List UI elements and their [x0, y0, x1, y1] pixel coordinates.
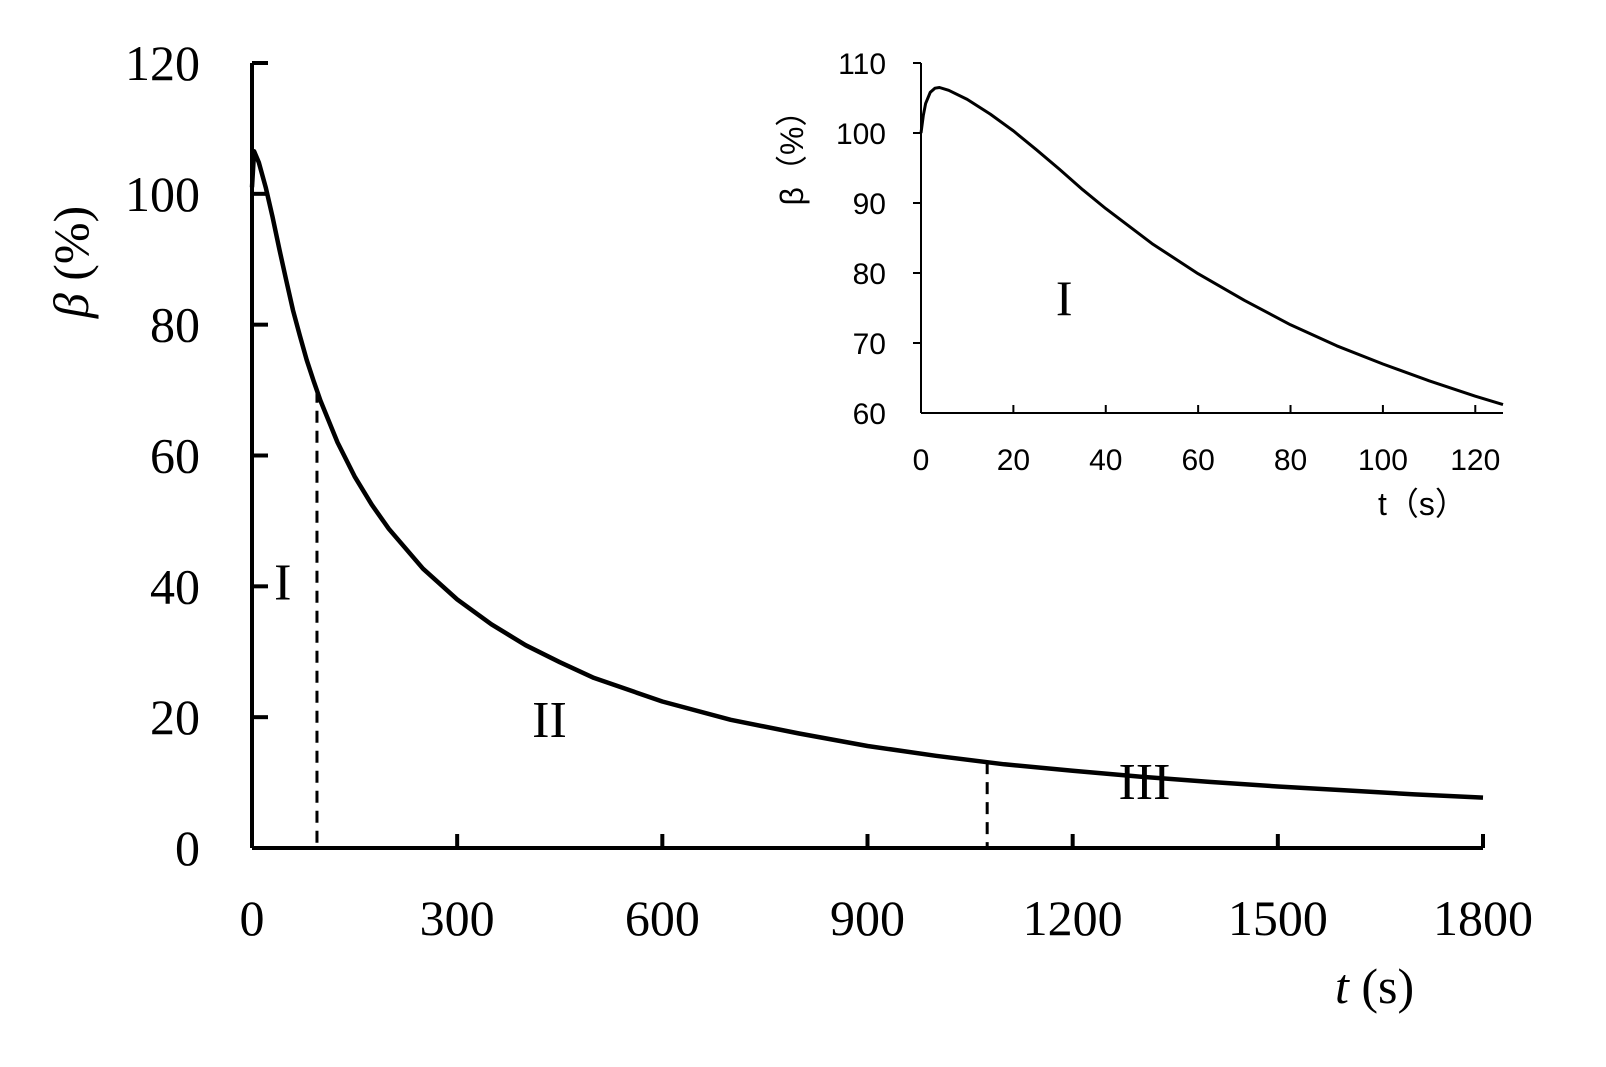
- inset-x-tick-label: 100: [1358, 444, 1408, 477]
- region-label-III: III: [1118, 754, 1170, 811]
- inset-x-tick-label: 80: [1274, 444, 1307, 477]
- inset-y-tick-label: 80: [853, 258, 886, 291]
- main-x-axis-label-var: t: [1335, 958, 1350, 1014]
- inset-y-tick-label: 110: [838, 48, 886, 81]
- inset-y-axis-label-var: β: [774, 187, 810, 205]
- main-decay-curve: [249, 149, 1484, 800]
- main-x-tick-label: 1800: [1433, 890, 1533, 946]
- inset-x-tick-label: 20: [997, 444, 1030, 477]
- inset-y-axis-label-unit: （%）: [774, 95, 810, 187]
- inset-region-label-I: I: [1056, 270, 1073, 326]
- main-y-axis-label: β (%): [43, 206, 99, 319]
- main-x-tick-label: 1500: [1228, 890, 1328, 946]
- inset-x-tick-label: 0: [913, 444, 930, 477]
- inset-x-tick-label: 40: [1089, 444, 1122, 477]
- inset-y-tick-label: 90: [853, 188, 886, 221]
- main-x-tick-label: 600: [625, 890, 700, 946]
- inset-x-axis-label-var: t: [1378, 486, 1387, 522]
- main-y-tick-label: 120: [125, 35, 200, 91]
- inset-x-axis-label-unit: （s）: [1387, 486, 1467, 522]
- inset-chart: 0 20 40 60 80 100 120 60 70 80 90 100 110 t（s） β（%） I: [774, 48, 1504, 522]
- main-x-tick-label: 1200: [1023, 890, 1123, 946]
- inset-x-tick-label: 120: [1450, 444, 1500, 477]
- inset-y-tick-label: 60: [853, 398, 886, 431]
- main-y-tick-label: 40: [150, 558, 200, 614]
- main-x-tick-label: 900: [830, 890, 905, 946]
- main-x-axis-label-unit: (s): [1349, 958, 1414, 1014]
- main-x-tick-label: 300: [420, 890, 495, 946]
- main-y-tick-label: 80: [150, 297, 200, 353]
- inset-y-tick-label: 100: [836, 118, 886, 151]
- main-y-tick-label: 60: [150, 428, 200, 484]
- inset-x-tick-label: 60: [1181, 444, 1214, 477]
- main-y-axis-label-var: β: [43, 293, 99, 319]
- main-y-tick-label: 20: [150, 689, 200, 745]
- main-x-axis-label: t (s): [1335, 958, 1414, 1014]
- region-label-II: II: [532, 692, 567, 749]
- main-y-tick-label: 0: [175, 820, 200, 876]
- inset-y-tick-label: 70: [853, 328, 886, 361]
- inset-y-axis-label: β（%）: [774, 95, 810, 206]
- main-y-tick-label: 100: [125, 166, 200, 222]
- main-y-axis-label-unit: (%): [43, 206, 99, 293]
- main-x-tick-label: 0: [240, 890, 265, 946]
- region-label-I: I: [274, 554, 291, 611]
- inset-x-axis-label: t（s）: [1378, 486, 1467, 522]
- inset-decay-curve: [919, 86, 1504, 407]
